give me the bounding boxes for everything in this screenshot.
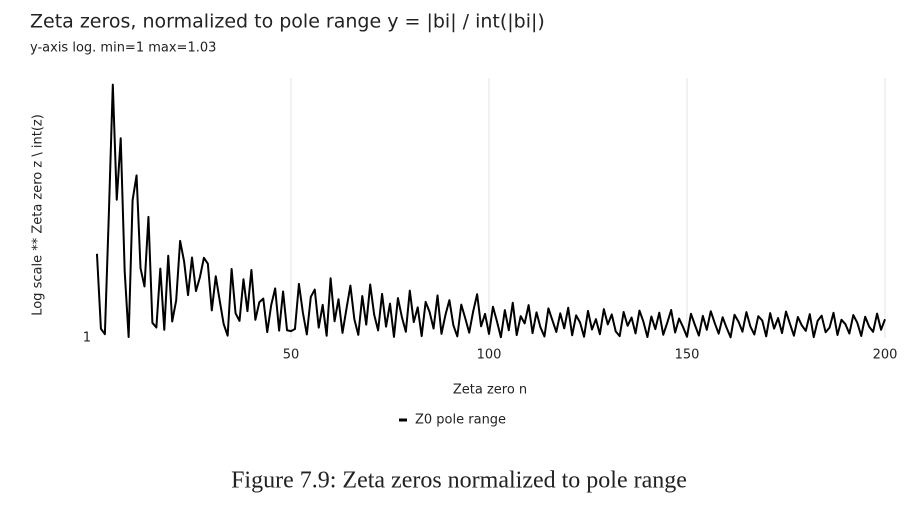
x-axis-label: Zeta zero n	[453, 383, 527, 398]
y-axis-label: Log scale ** Zeta zero z \ int(z)	[31, 114, 46, 316]
data-line	[95, 83, 886, 339]
figure-caption: Figure 7.9: Zeta zeros normalized to pol…	[231, 468, 687, 494]
x-tick-label: 150	[675, 348, 700, 363]
chart-subtitle: y-axis log. min=1 max=1.03	[30, 41, 216, 56]
legend-label: Z0 pole range	[415, 413, 506, 428]
chart-title: Zeta zeros, normalized to pole range y =…	[30, 11, 545, 33]
x-tick-label: 50	[283, 348, 300, 363]
y-tick-label: 1	[83, 331, 91, 346]
x-tick-label: 100	[477, 348, 502, 363]
x-tick-label: 200	[873, 348, 898, 363]
